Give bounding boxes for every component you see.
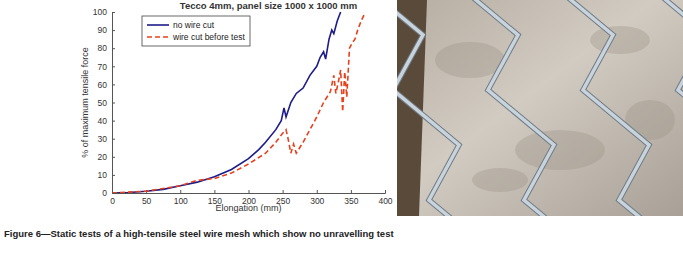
y-tick-mark xyxy=(112,103,115,104)
chart-title: Tecco 4mm, panel size 1000 x 1000 mm xyxy=(180,0,357,11)
x-tick-label: 350 xyxy=(344,196,358,206)
y-tick: 10 xyxy=(98,170,115,180)
photo-texture xyxy=(590,26,650,54)
y-tick: 20 xyxy=(98,152,115,162)
x-tick-mark xyxy=(283,190,284,193)
y-tick: 80 xyxy=(98,43,115,53)
y-tick-mark xyxy=(112,139,115,140)
photo-mesh xyxy=(397,0,683,216)
x-tick: 50 xyxy=(142,190,152,206)
y-tick: 0 xyxy=(102,188,115,198)
x-axis-title: Elongation (mm) xyxy=(215,203,281,213)
y-tick-label: 90 xyxy=(98,25,108,35)
figure: Tecco 4mm, panel size 1000 x 1000 mm 0 50 1… xyxy=(0,0,683,254)
x-tick: 350 xyxy=(344,190,358,206)
y-tick-label: 60 xyxy=(98,80,108,90)
x-tick-label: 400 xyxy=(378,196,392,206)
y-axis: 0 10 20 30 40 50 60 70 80 90 100 xyxy=(93,7,115,198)
legend-swatch xyxy=(147,24,169,26)
caption: Figure 6—Static tests of a high-tensile … xyxy=(4,228,394,239)
x-tick-mark xyxy=(214,190,215,193)
plot-lines xyxy=(112,12,365,193)
y-tick-label: 20 xyxy=(98,152,108,162)
y-tick-mark xyxy=(112,30,115,31)
series-line xyxy=(112,12,341,193)
legend-label: wire cut before test xyxy=(172,32,245,42)
y-tick: 60 xyxy=(98,80,115,90)
photo-texture xyxy=(472,168,528,192)
photo-texture xyxy=(515,130,605,170)
wire-shadow xyxy=(397,0,495,216)
x-tick-mark xyxy=(249,190,250,193)
y-axis-line xyxy=(113,13,116,194)
x-tick-label: 100 xyxy=(174,196,188,206)
x-tick-mark xyxy=(351,190,352,193)
wire xyxy=(452,0,590,216)
y-tick-mark xyxy=(112,121,115,122)
photo xyxy=(397,0,683,216)
legend-box xyxy=(142,16,250,46)
y-tick: 30 xyxy=(98,134,115,144)
y-tick-mark xyxy=(112,12,115,13)
y-tick-mark xyxy=(112,66,115,67)
y-tick: 50 xyxy=(98,98,115,108)
y-tick-label: 70 xyxy=(98,62,108,72)
wire xyxy=(397,0,495,216)
y-tick: 40 xyxy=(98,116,115,126)
y-tick-mark xyxy=(112,48,115,49)
y-tick: 90 xyxy=(98,25,115,35)
wire xyxy=(397,0,400,216)
y-tick-label: 50 xyxy=(98,98,108,108)
y-tick-label: 80 xyxy=(98,43,108,53)
y-tick-label: 40 xyxy=(98,116,108,126)
y-tick-mark xyxy=(112,193,115,194)
wire-shadow xyxy=(642,0,683,216)
y-axis-title: % of maximum tensile force xyxy=(80,47,90,158)
wire-shadow xyxy=(397,0,400,216)
x-tick-mark xyxy=(180,190,181,193)
wire-shadow xyxy=(452,0,590,216)
wire-shadow xyxy=(547,0,683,216)
x-tick: 300 xyxy=(310,190,324,206)
y-tick-label: 10 xyxy=(98,170,108,180)
y-tick-mark xyxy=(112,157,115,158)
x-tick-mark xyxy=(385,190,386,193)
y-tick: 100 xyxy=(93,7,115,17)
x-tick-label: 0 xyxy=(110,196,115,206)
y-tick-label: 100 xyxy=(93,7,107,17)
y-tick-mark xyxy=(112,175,115,176)
y-tick-label: 0 xyxy=(102,188,107,198)
legend-swatch xyxy=(147,36,169,38)
y-tick-mark xyxy=(112,84,115,85)
wire xyxy=(547,0,683,216)
x-tick-label: 300 xyxy=(310,196,324,206)
legend-label: no wire cut xyxy=(173,20,215,30)
x-tick-mark xyxy=(317,190,318,193)
x-tick: 100 xyxy=(174,190,188,206)
y-tick: 70 xyxy=(98,62,115,72)
x-tick-label: 50 xyxy=(142,196,152,206)
series-line xyxy=(112,14,365,193)
y-tick-label: 30 xyxy=(98,134,108,144)
wire xyxy=(642,0,683,216)
legend: no wire cut wire cut before test xyxy=(142,16,250,46)
x-tick: 400 xyxy=(378,190,392,206)
